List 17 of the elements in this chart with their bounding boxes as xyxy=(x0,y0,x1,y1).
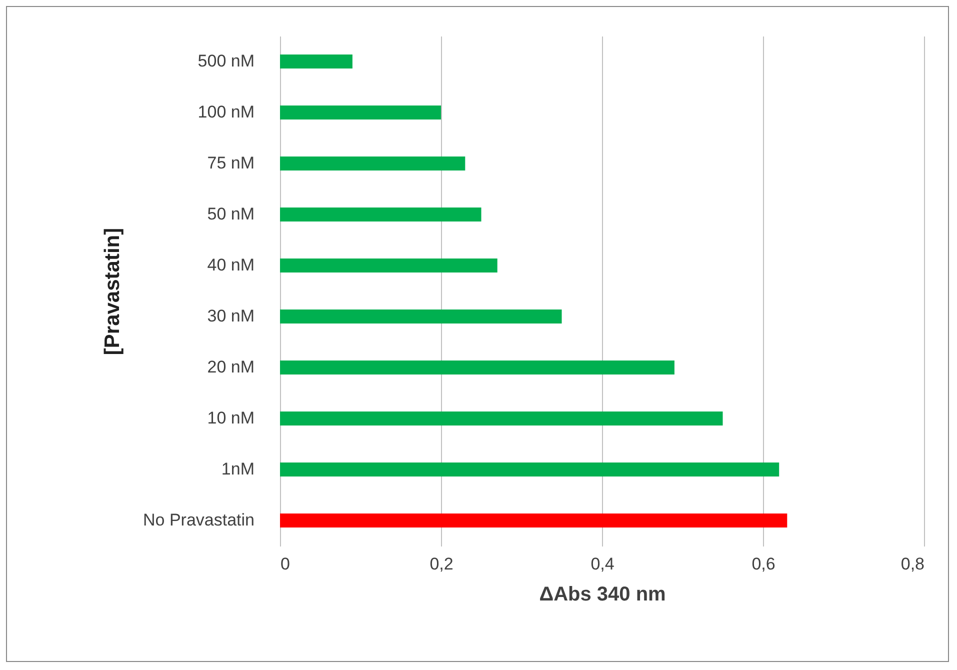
x-tick-label: 0,8 xyxy=(900,554,924,574)
y-tick-label: 75 nM xyxy=(207,154,254,172)
y-tick-label: 100 nM xyxy=(198,102,254,122)
x-tick-label: 0,4 xyxy=(590,554,614,574)
y-tick-label: 20 nM xyxy=(207,358,254,376)
y-tick-label: 30 nM xyxy=(207,306,254,326)
x-tick-label: 0,6 xyxy=(752,554,776,574)
y-tick-label: 40 nM xyxy=(207,256,254,274)
y-tick-label: 10 nM xyxy=(207,408,254,428)
y-tick-label: 50 nM xyxy=(207,204,254,224)
x-tick-label: 0 xyxy=(280,554,290,574)
y-tick-label: 1nM xyxy=(221,460,254,478)
y-axis-title: [Pravastatin] xyxy=(101,228,124,356)
x-axis-title: ΔAbs 340 nm xyxy=(539,584,666,606)
x-tick-label: 0,2 xyxy=(430,554,454,574)
y-tick-label: No Pravastatin xyxy=(143,510,254,530)
y-tick-label: 500 nM xyxy=(198,52,254,70)
